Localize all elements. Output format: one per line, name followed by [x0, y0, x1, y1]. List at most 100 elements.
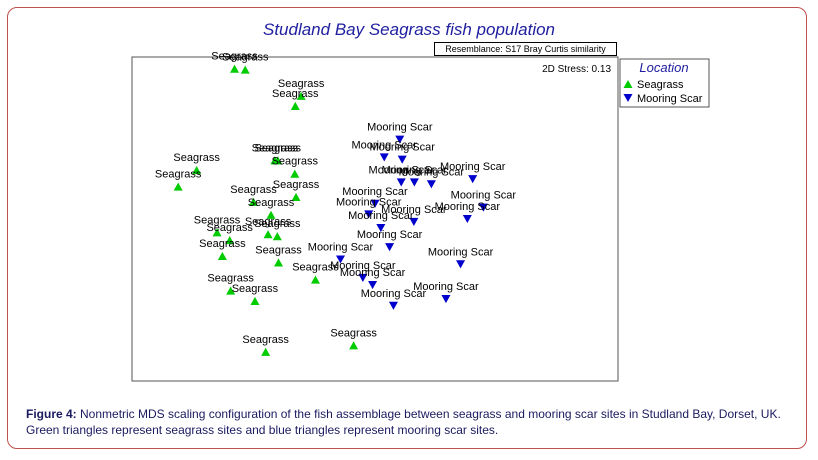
seagrass-point [274, 258, 284, 267]
seagrass-point-label: Seagrass [230, 184, 277, 196]
mooring-scar-point [395, 135, 405, 144]
seagrass-point [273, 156, 283, 165]
mooring-scar-point-label: Mooring Scar [381, 204, 447, 216]
mooring-scar-point-label: Mooring Scar [451, 190, 517, 202]
seagrass-point [310, 275, 320, 284]
seagrass-point-label: Seagrass [272, 88, 319, 100]
mooring-scar-point [441, 294, 451, 304]
mooring-scar-point-label: Mooring Scar [336, 196, 402, 208]
legend-box [619, 58, 710, 108]
seagrass-point-label: Seagrass [206, 222, 253, 234]
seagrass-point-label: Seagrass [199, 238, 246, 250]
seagrass-point [349, 341, 359, 350]
seagrass-point-label: Seagrass [155, 169, 202, 181]
mooring-scar-point-label: Mooring Scar [440, 161, 506, 173]
mooring-scar-point-label: Mooring Scar [352, 139, 418, 151]
caption-lead: Figure 4: [26, 407, 77, 421]
mds-plot: 2D Stress: 0.13 Location Seagrass Moorin… [131, 51, 710, 382]
seagrass-point [263, 230, 273, 239]
mooring-scar-point-label: Mooring Scar [330, 260, 396, 272]
mooring-scar-point-label: Mooring Scar [369, 164, 435, 176]
mooring-scar-point-label: Mooring Scar [367, 122, 433, 134]
seagrass-point [173, 182, 183, 191]
mooring-scar-point-label: Mooring Scar [357, 229, 423, 241]
mooring-scar-point [335, 255, 345, 264]
seagrass-point-label: Seagrass [222, 52, 269, 64]
mooring-scar-point-label: Mooring Scar [342, 186, 408, 198]
legend-title: Location [639, 60, 688, 75]
seagrass-point [192, 166, 202, 175]
mooring-scar-point [409, 178, 419, 187]
seagrass-point [290, 169, 300, 178]
mooring-scar-point [370, 199, 380, 208]
seagrass-point-label: Seagrass [211, 51, 258, 63]
mooring-scar-point [426, 180, 436, 189]
seagrass-point-label: Seagrass [272, 156, 319, 168]
mooring-scar-point-label: Mooring Scar [399, 166, 465, 178]
mooring-scar-point-label: Mooring Scar [361, 288, 427, 300]
mooring-scar-point [462, 214, 472, 224]
seagrass-point-label: Seagrass [252, 142, 299, 154]
mooring-scar-point [385, 243, 395, 252]
mooring-scar-point [456, 260, 466, 269]
seagrass-point-label: Seagrass [207, 273, 254, 285]
mooring-scar-point-label: Mooring Scar [435, 201, 501, 213]
mooring-scar-point-label: Mooring Scar [428, 246, 494, 258]
chart-title: Studland Bay Seagrass fish population [262, 20, 556, 39]
mooring-scar-point-label: Mooring Scar [370, 142, 436, 154]
seagrass-point [217, 251, 227, 260]
caption-text: Nonmetric MDS scaling configuration of t… [26, 407, 781, 437]
mooring-scar-point [478, 203, 488, 212]
mooring-scar-point [409, 217, 419, 226]
mooring-scar-point-label: Mooring Scar [413, 281, 479, 293]
seagrass-point-label: Seagrass [232, 283, 279, 295]
legend-seagrass-marker [623, 79, 633, 89]
figure-frame [7, 7, 807, 449]
mooring-scar-point [388, 301, 398, 310]
seagrass-point [225, 236, 235, 245]
mooring-scar-point [379, 153, 389, 162]
plot-area [131, 56, 619, 382]
seagrass-point [290, 101, 300, 110]
seagrass-point-label: Seagrass [245, 216, 292, 228]
resemblance-label: Resemblance: S17 Bray Curtis similarity [434, 42, 617, 56]
mooring-scar-point [397, 155, 407, 164]
mooring-scar-point-label: Mooring Scar [348, 210, 414, 222]
seagrass-point-label: Seagrass [278, 78, 325, 90]
seagrass-point-label: Seagrass [255, 244, 302, 256]
mooring-scar-point [368, 281, 378, 290]
seagrass-point [261, 347, 271, 356]
seagrass-point-label: Seagrass [248, 197, 295, 209]
seagrass-point [250, 296, 260, 306]
seagrass-point-label: Seagrass [173, 152, 220, 164]
mooring-scar-point-label: Mooring Scar [382, 164, 448, 176]
seagrass-point-label: Seagrass [194, 214, 241, 226]
seagrass-point [212, 228, 222, 237]
seagrass-point-label: Seagrass [330, 327, 377, 339]
mooring-scar-point [376, 224, 386, 233]
mooring-scar-point [358, 273, 368, 283]
legend-seagrass-label: Seagrass [637, 79, 684, 91]
data-points: SeagrassSeagrassSeagrassSeagrassSeagrass… [155, 51, 516, 356]
mooring-scar-point-label: Mooring Scar [308, 242, 374, 254]
seagrass-point [296, 91, 306, 100]
seagrass-point [240, 65, 250, 74]
seagrass-point [230, 64, 240, 73]
seagrass-point-label: Seagrass [273, 179, 320, 191]
seagrass-point [249, 197, 258, 206]
stress-label: 2D Stress: 0.13 [542, 64, 611, 75]
legend-mooring-scar-label: Mooring Scar [637, 93, 703, 105]
mooring-scar-point [468, 175, 478, 184]
legend: Location Seagrass Mooring Scar [619, 58, 710, 108]
mooring-scar-point-label: Mooring Scar [340, 267, 406, 279]
seagrass-point [226, 286, 236, 295]
seagrass-point [291, 192, 301, 202]
seagrass-point-label: Seagrass [255, 142, 302, 154]
seagrass-point-label: Seagrass [292, 262, 339, 274]
legend-mooring-scar-marker [623, 93, 633, 103]
mooring-scar-point [364, 210, 374, 219]
mooring-scar-point [396, 178, 406, 187]
seagrass-point-label: Seagrass [254, 218, 301, 230]
seagrass-point-label: Seagrass [242, 334, 289, 346]
seagrass-point [266, 210, 276, 219]
